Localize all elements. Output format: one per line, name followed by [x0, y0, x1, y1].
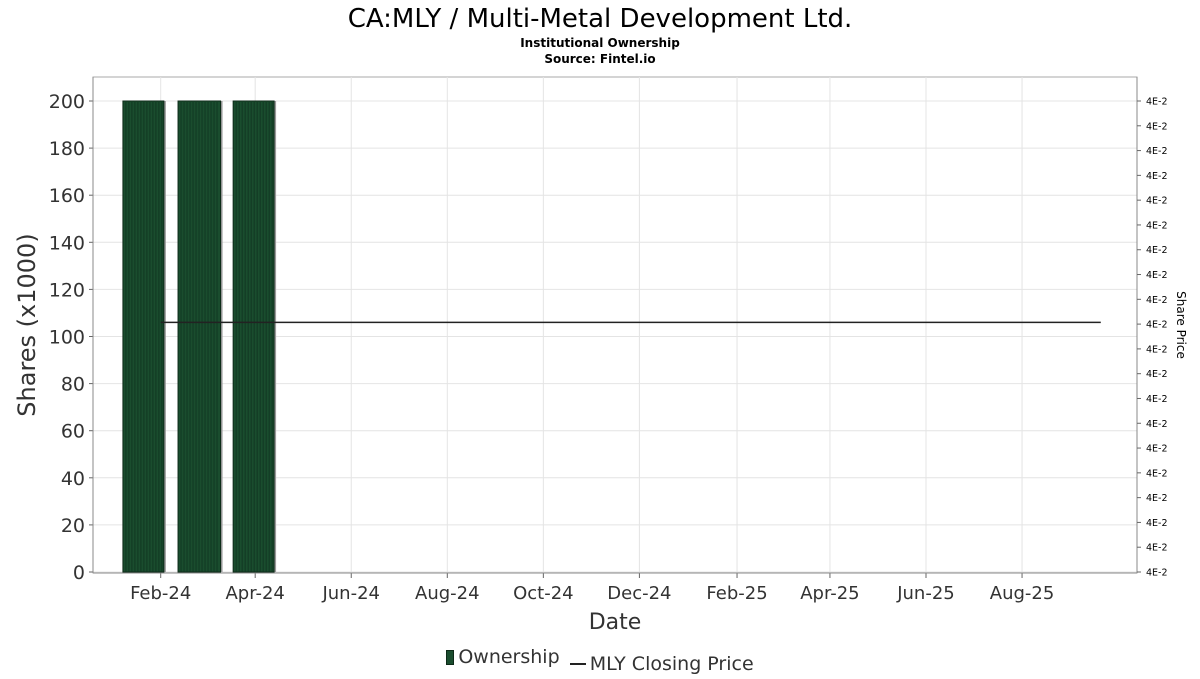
y-tick-label: 0 — [73, 562, 85, 584]
x-tick-label: Jun-24 — [321, 583, 380, 604]
y2-tick-label: 4E-2 — [1146, 146, 1168, 157]
y2-tick-label: 4E-2 — [1146, 419, 1168, 430]
y-tick-label: 100 — [49, 327, 85, 349]
y2-tick-label: 4E-2 — [1146, 369, 1168, 380]
y-tick-label: 160 — [49, 185, 85, 207]
chart-subtitle: Institutional Ownership — [520, 36, 680, 50]
y-tick-label: 180 — [49, 138, 85, 160]
x-tick-label: Apr-24 — [225, 583, 284, 604]
price-line-swatch-icon — [569, 662, 586, 665]
y2-tick-label: 4E-2 — [1146, 518, 1168, 529]
ownership-bar — [122, 100, 165, 573]
legend-item-price: MLY Closing Price — [569, 652, 754, 675]
ownership-bar — [232, 100, 275, 573]
ownership-swatch-icon — [446, 649, 455, 665]
chart-source: Source: Fintel.io — [544, 52, 655, 66]
x-tick-label: Jun-25 — [896, 583, 955, 604]
y-axis-right: 4E-2 4E-2 4E-2 4E-2 4E-2 4E-2 4E-2 4E-2 4E-2 4E-2… — [1136, 77, 1168, 579]
y2-tick-label: 4E-2 — [1146, 543, 1168, 554]
x-tick-label: Dec-24 — [607, 583, 671, 604]
y-tick-label: 40 — [61, 468, 85, 490]
x-tick-label: Feb-24 — [130, 583, 191, 604]
y2-tick-label: 4E-2 — [1146, 493, 1168, 504]
ownership-bars — [122, 100, 277, 573]
y2-tick-label: 4E-2 — [1146, 344, 1168, 355]
legend: Ownership MLY Closing Price — [0, 646, 1200, 675]
x-tick-label: Aug-25 — [990, 583, 1055, 604]
x-tick-label: Oct-24 — [513, 583, 574, 604]
y-tick-label: 80 — [61, 374, 85, 396]
y-axis-label: Shares (x1000) — [13, 233, 41, 416]
y-tick-label: 120 — [49, 279, 85, 301]
x-tick-label: Aug-24 — [415, 583, 480, 604]
x-axis: Feb-24 Apr-24 Jun-24 Aug-24 Oct-24 Dec-24 Feb-… — [93, 572, 1137, 604]
y2-tick-label: 4E-2 — [1146, 196, 1168, 207]
y2-tick-label: 4E-2 — [1146, 270, 1168, 281]
chart-title: CA:MLY / Multi-Metal Development Ltd. — [348, 4, 853, 34]
y-tick-label: 20 — [61, 515, 85, 537]
y2-tick-label: 4E-2 — [1146, 171, 1168, 182]
y2-tick-label: 4E-2 — [1146, 468, 1168, 479]
x-tick-label: Apr-25 — [800, 583, 859, 604]
y2-tick-label: 4E-2 — [1146, 245, 1168, 256]
y-tick-label: 60 — [61, 421, 85, 443]
y-axis-left: 0 20 40 60 80 100 120 140 160 180 200 — [49, 77, 94, 584]
y2-tick-label: 4E-2 — [1146, 97, 1168, 108]
legend-label-price: MLY Closing Price — [589, 652, 754, 675]
y2-tick-label: 4E-2 — [1146, 320, 1168, 331]
x-axis-label: Date — [589, 610, 642, 635]
legend-label-ownership: Ownership — [458, 646, 560, 668]
y2-tick-label: 4E-2 — [1146, 394, 1168, 405]
y-tick-label: 140 — [49, 232, 85, 254]
y2-tick-label: 4E-2 — [1146, 444, 1168, 455]
x-tick-label: Feb-25 — [706, 583, 767, 604]
y2-tick-label: 4E-2 — [1146, 121, 1168, 132]
y2-tick-label: 4E-2 — [1146, 220, 1168, 231]
y2-tick-label: 4E-2 — [1146, 295, 1168, 306]
y-tick-label: 200 — [49, 91, 85, 113]
legend-item-ownership: Ownership — [446, 646, 560, 668]
y2-tick-label: 4E-2 — [1146, 568, 1168, 579]
y2-axis-label: Share Price — [1174, 291, 1188, 359]
